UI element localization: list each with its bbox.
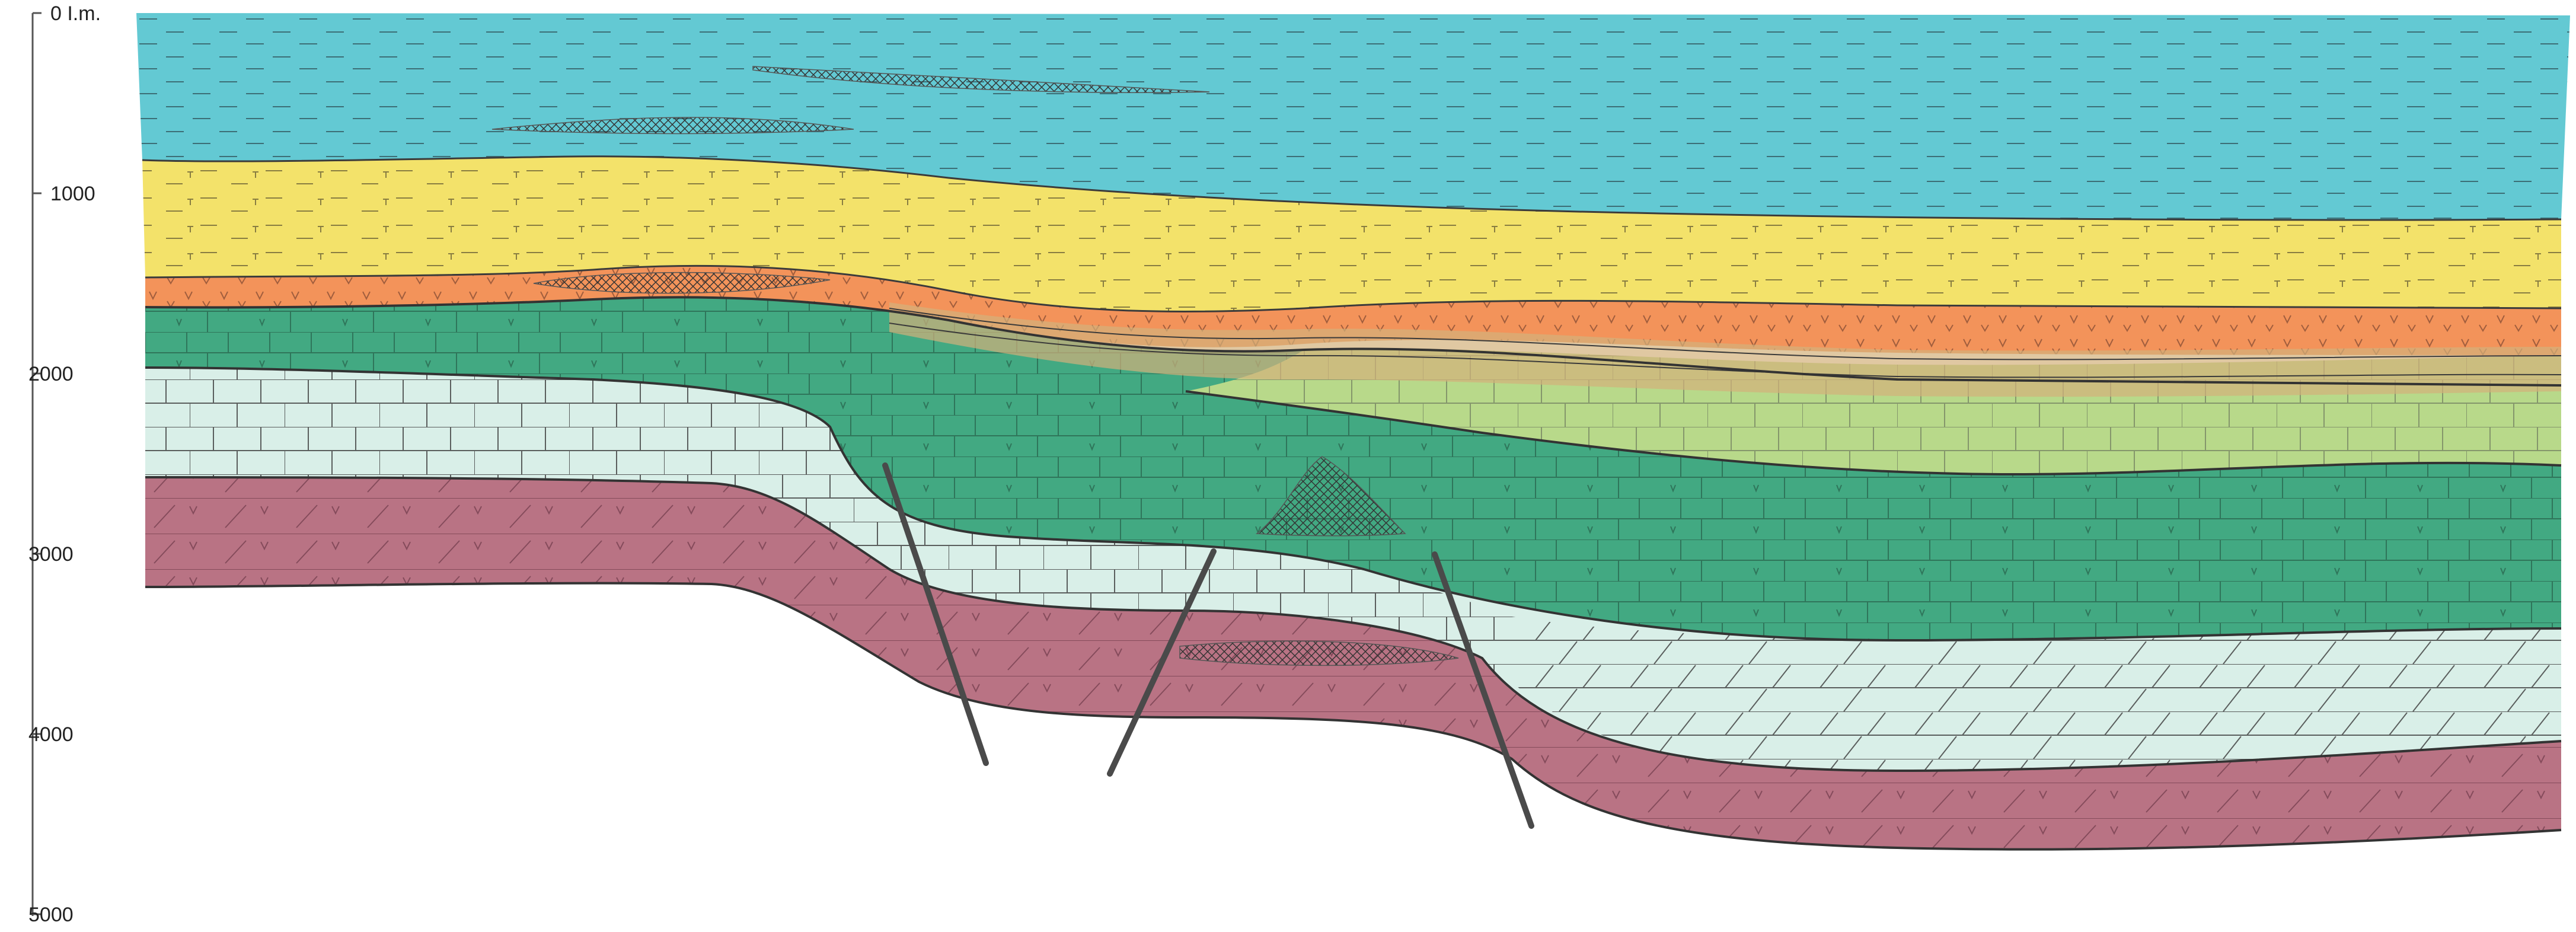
pale-carbonate-brick-right — [1512, 617, 2561, 771]
orange-unconformity-band — [145, 264, 2562, 356]
tan-bed-lines — [889, 308, 2562, 378]
tan-thin-beds — [889, 302, 2561, 397]
yellow-sediment-marks — [142, 156, 2561, 312]
pale-carbonate-layer — [145, 368, 2561, 771]
red-basement-layer — [145, 477, 2561, 850]
depth-tick-label-4000: 4000 — [28, 723, 74, 746]
depth-axis: 0 I.m. 1000 2000 3000 4000 5000 — [28, 2, 101, 926]
seawater-layer — [136, 13, 2570, 220]
depth-tick-label-0: 0 I.m. — [50, 2, 101, 25]
boundary-red-base — [145, 582, 2562, 851]
wavy-unconformity-upper — [142, 155, 2562, 221]
boundary-green-base-right — [1185, 390, 2562, 476]
boundary-red-top — [145, 476, 2562, 773]
boundary-pale-top — [145, 366, 2562, 642]
sand-cap-crest — [533, 272, 831, 294]
boundary-green-top — [145, 296, 2562, 387]
sand-lens-lower — [491, 117, 854, 135]
sand-lens-basement — [1179, 640, 1459, 666]
light-green-band — [889, 302, 2562, 474]
fault-line-2 — [1107, 548, 1217, 777]
seawater-dashes — [136, 13, 2570, 220]
depth-tick-label-5000: 5000 — [28, 904, 74, 926]
depth-tick-label-3000: 3000 — [28, 543, 74, 566]
faults — [882, 462, 1534, 829]
bed-boundaries — [145, 296, 2562, 851]
yellow-sediment-layer — [142, 155, 2562, 312]
fault-line-1 — [882, 462, 989, 766]
sand-lens-upper — [752, 66, 1210, 93]
sand-mound — [1256, 456, 1406, 537]
depth-tick-label-1000: 1000 — [50, 183, 95, 205]
depth-tick-label-2000: 2000 — [28, 363, 74, 385]
wavy-unconformity-lower — [145, 264, 2562, 313]
pale-carbonate-brick-left — [145, 368, 1512, 682]
fault-line-3 — [1432, 551, 1534, 829]
